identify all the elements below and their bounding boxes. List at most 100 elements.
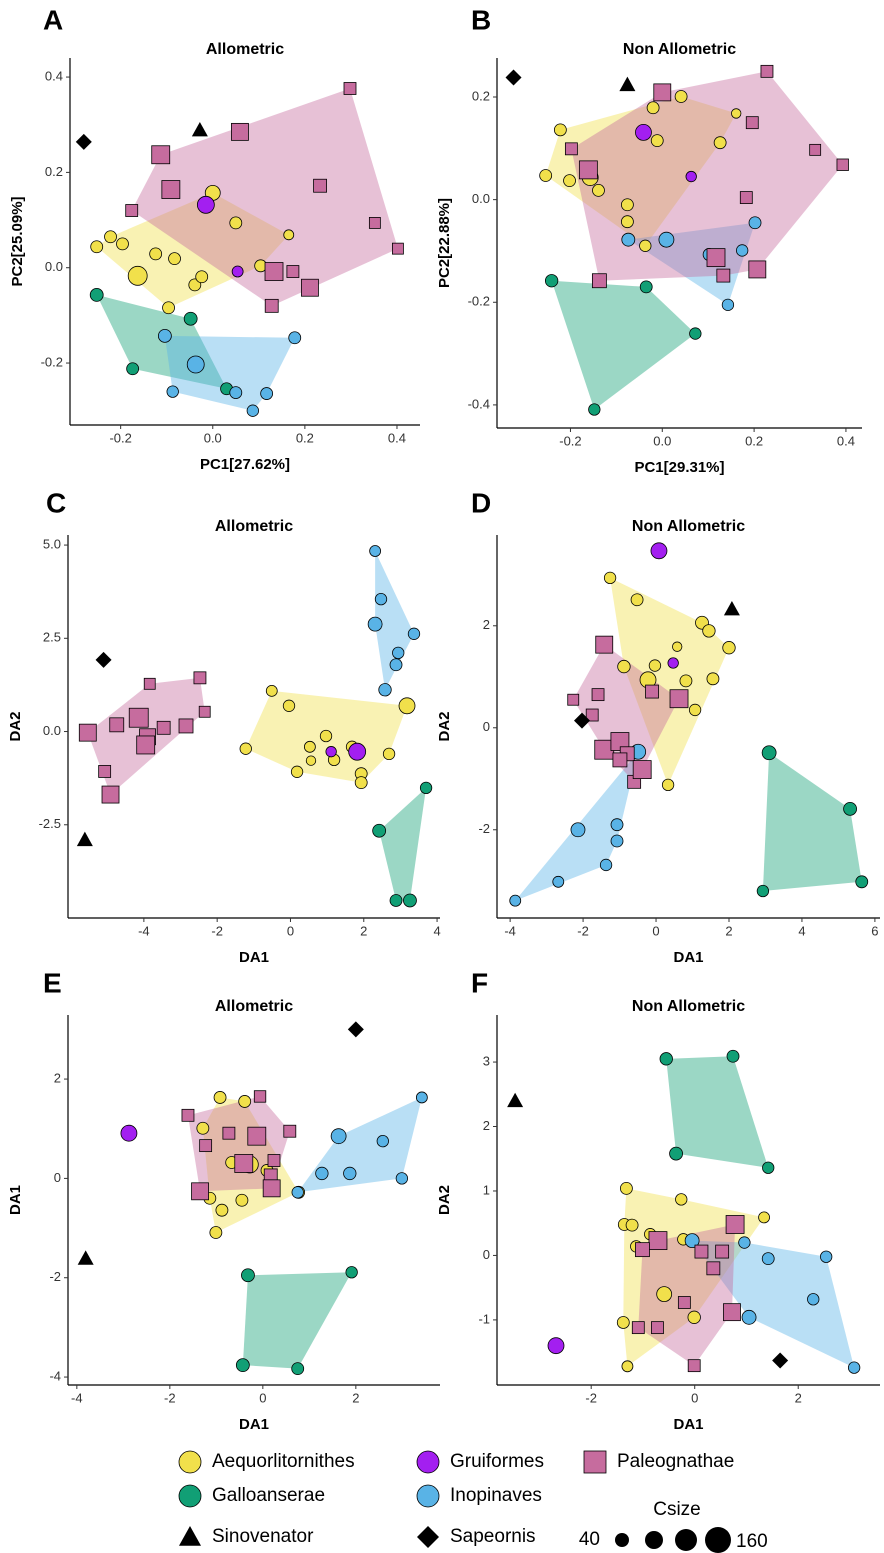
y-tick-label: 0.0: [43, 723, 61, 738]
y-tick-label: 0: [483, 719, 490, 734]
x-tick-label: 0.2: [296, 430, 314, 445]
point: [722, 299, 734, 311]
panel-label: A: [43, 4, 63, 35]
point: [688, 1360, 700, 1372]
point: [375, 593, 387, 605]
group-hull: [379, 788, 426, 901]
panel: CAllometricDA1DA2-4-2024-2.50.02.55.0: [7, 487, 441, 966]
point: [289, 332, 301, 344]
point: [553, 876, 564, 887]
point: [640, 240, 652, 252]
point: [417, 1451, 439, 1473]
point: [571, 823, 585, 837]
point: [403, 894, 416, 907]
y-tick-label: 2: [483, 1118, 490, 1133]
x-tick-label: -4: [71, 1390, 83, 1405]
point: [90, 288, 103, 301]
point: [128, 266, 147, 285]
point: [668, 658, 679, 669]
point: [592, 274, 606, 288]
y-tick-label: 1: [483, 1182, 490, 1197]
x-tick-label: -4: [504, 923, 516, 938]
point: [420, 782, 432, 794]
point: [649, 660, 661, 672]
point: [197, 1122, 209, 1134]
point: [660, 1053, 673, 1066]
panel-title: Non Allometric: [632, 518, 745, 535]
point: [78, 1250, 94, 1264]
point: [690, 328, 702, 340]
x-tick-label: 0: [287, 923, 294, 938]
x-tick-label: 2: [725, 923, 732, 938]
point: [810, 144, 821, 155]
point: [689, 704, 701, 716]
y-tick-label: 0: [54, 1170, 61, 1185]
x-tick-label: 4: [798, 923, 805, 938]
point: [589, 404, 601, 416]
point: [129, 708, 148, 727]
point: [248, 1127, 266, 1145]
x-tick-label: 0.4: [388, 430, 406, 445]
point: [247, 405, 259, 417]
x-tick-label: 0.4: [837, 433, 855, 448]
figure: AAllometricPC1[27.62%]PC2[25.09%]-0.20.0…: [0, 0, 884, 1553]
point: [196, 271, 208, 283]
point: [592, 184, 604, 196]
point: [144, 678, 155, 689]
point: [584, 1451, 606, 1473]
point: [622, 233, 635, 246]
point: [762, 1162, 774, 1174]
point: [216, 1204, 228, 1216]
y-axis-label: PC2[25.09%]: [9, 196, 26, 286]
legend-label: Inopinaves: [450, 1485, 542, 1506]
point: [545, 274, 558, 287]
point: [742, 1310, 756, 1324]
point: [621, 216, 633, 228]
y-tick-label: 0.0: [472, 191, 490, 206]
point: [79, 724, 96, 741]
point: [266, 685, 277, 696]
x-axis-label: PC1[27.62%]: [200, 456, 290, 473]
point: [659, 232, 674, 247]
point: [736, 245, 748, 256]
x-axis-label: DA1: [239, 949, 269, 966]
legend-label: Galloanserae: [212, 1485, 325, 1506]
x-tick-label: -2: [211, 923, 223, 938]
point: [179, 719, 193, 733]
point: [370, 546, 381, 557]
size-legend-marker: [645, 1531, 663, 1549]
x-axis-label: PC1[29.31%]: [634, 459, 724, 476]
x-tick-label: 0.0: [204, 430, 222, 445]
y-tick-label: 2.5: [43, 630, 61, 645]
point: [740, 192, 752, 204]
point: [717, 269, 730, 282]
y-tick-label: -2: [49, 1269, 61, 1284]
point: [672, 642, 682, 652]
size-legend-marker: [675, 1529, 697, 1551]
point: [727, 1050, 739, 1062]
point: [762, 1253, 774, 1265]
point: [626, 1219, 638, 1231]
panel-title: Non Allometric: [623, 41, 736, 58]
x-tick-label: -2: [585, 1390, 597, 1405]
point: [723, 641, 736, 654]
panel: EAllometricDA1DA1-4-202-4-202: [7, 967, 440, 1433]
point: [284, 1125, 296, 1137]
size-legend-marker: [615, 1533, 629, 1547]
point: [344, 1167, 357, 1180]
point: [613, 753, 627, 767]
legend-label: Aequorlitornithes: [212, 1451, 355, 1472]
point: [604, 572, 616, 584]
point: [76, 134, 92, 150]
point: [772, 1353, 788, 1369]
point: [304, 741, 315, 752]
point: [392, 243, 403, 254]
point: [127, 363, 139, 375]
point: [126, 205, 138, 217]
point: [236, 1359, 249, 1372]
point: [510, 895, 521, 906]
legend-label: Gruiformes: [450, 1451, 544, 1472]
x-axis-label: DA1: [673, 949, 703, 966]
point: [820, 1251, 832, 1263]
